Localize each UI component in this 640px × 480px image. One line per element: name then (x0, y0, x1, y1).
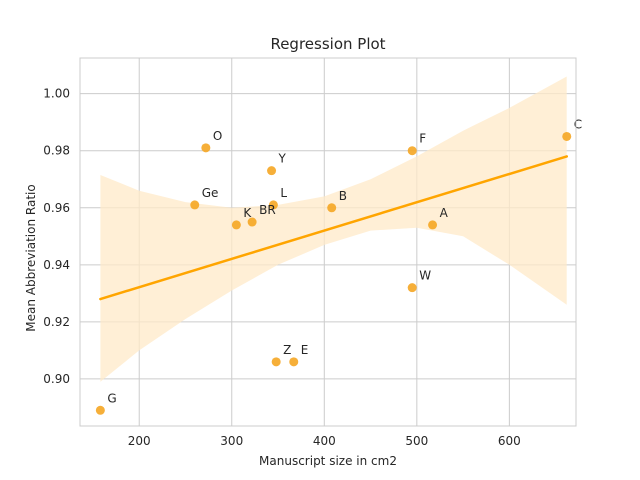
point-label: G (107, 391, 116, 405)
data-point (271, 357, 281, 367)
data-point (247, 217, 257, 227)
y-tick-label: 0.92 (43, 315, 70, 329)
regression-line-group (99, 155, 568, 301)
point-label: L (280, 186, 287, 200)
data-point (267, 166, 277, 176)
point-label: B (339, 189, 347, 203)
data-point (231, 220, 241, 230)
data-point (289, 357, 299, 367)
point-label: K (243, 206, 252, 220)
x-tick-label: 600 (498, 434, 521, 448)
point-labels-group: O Ge K BR Y L B F A W C Z E G (107, 117, 582, 405)
regression-line (99, 155, 568, 301)
point-label: Y (278, 152, 287, 166)
point-label: Z (283, 343, 291, 357)
y-tick-label: 0.96 (43, 201, 70, 215)
point-label: BR (259, 203, 276, 217)
x-tick-labels: 200 300 400 500 600 (128, 434, 521, 448)
x-tick-label: 400 (313, 434, 336, 448)
y-tick-label: 0.90 (43, 372, 70, 386)
y-tick-labels: 0.90 0.92 0.94 0.96 0.98 1.00 (43, 87, 70, 386)
data-point (201, 143, 211, 153)
plot-frame (79, 57, 577, 427)
data-point (95, 405, 105, 415)
y-tick-label: 1.00 (43, 87, 70, 101)
point-label: Ge (202, 186, 219, 200)
point-label: F (419, 132, 426, 146)
data-point (407, 283, 417, 293)
chart-title: Regression Plot (270, 35, 385, 53)
confidence-band-area (100, 76, 567, 382)
points-group (95, 131, 572, 415)
data-point (562, 131, 572, 141)
data-point (327, 203, 337, 213)
data-point (268, 200, 278, 210)
data-point (190, 200, 200, 210)
x-tick-label: 300 (220, 434, 243, 448)
confidence-band (100, 76, 567, 382)
x-tick-label: 200 (128, 434, 151, 448)
point-label: W (419, 269, 431, 283)
point-label: E (301, 343, 309, 357)
point-label: O (213, 129, 222, 143)
y-tick-label: 0.98 (43, 144, 70, 158)
data-point (407, 146, 417, 156)
data-point (428, 220, 438, 230)
y-tick-label: 0.94 (43, 258, 70, 272)
x-tick-label: 500 (405, 434, 428, 448)
point-label: C (574, 117, 582, 131)
point-label: A (440, 206, 449, 220)
x-axis-label: Manuscript size in cm2 (259, 454, 397, 468)
y-axis-label: Mean Abbreviation Ratio (24, 184, 38, 331)
